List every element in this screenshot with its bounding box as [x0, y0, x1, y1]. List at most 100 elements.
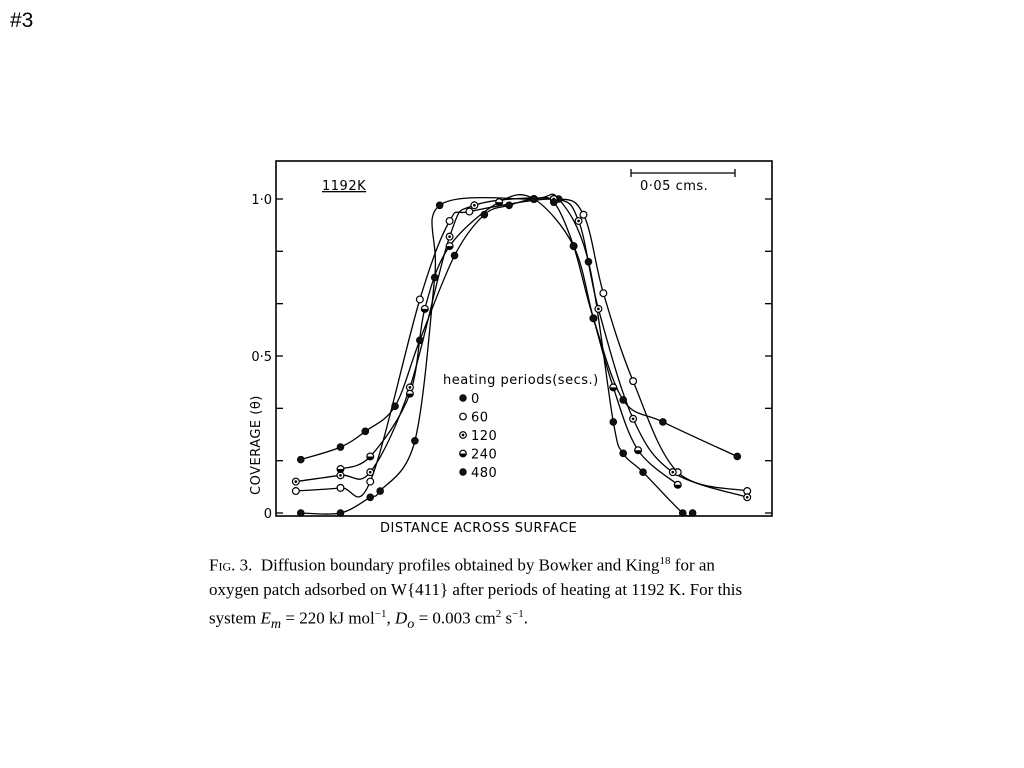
do-unit: s	[501, 608, 513, 628]
caption-text-1-end: for an	[670, 555, 715, 575]
do-separator: ,	[386, 608, 395, 628]
data-point-240	[366, 452, 375, 461]
data-point-120	[366, 468, 375, 477]
data-point-120	[574, 216, 583, 225]
data-point-60	[579, 210, 588, 219]
data-point-480	[296, 455, 305, 464]
caption-text-1: Diffusion boundary profiles obtained by …	[260, 555, 660, 575]
data-point-480	[659, 418, 667, 426]
data-point-240	[609, 383, 618, 392]
data-point-120	[470, 201, 479, 210]
data-point-240	[405, 389, 414, 398]
data-point-480	[416, 336, 424, 345]
series-points	[291, 194, 752, 517]
data-point-60	[629, 377, 638, 386]
data-point-0	[435, 201, 444, 210]
data-point-480	[569, 242, 578, 250]
data-point-0	[688, 509, 697, 517]
data-point-480	[450, 251, 459, 260]
em-subscript: m	[270, 615, 282, 632]
data-point-240	[495, 198, 504, 207]
legend-label-240: 240	[471, 448, 497, 463]
data-point-480	[391, 402, 399, 411]
legend-marker-480	[459, 468, 467, 476]
data-point-240	[420, 304, 429, 313]
caption-line-3: system Em = 220 kJ mol−1, Do = 0.003 cm2…	[209, 602, 829, 636]
y-tick-label: 0·5	[251, 350, 272, 365]
series-line-0	[300, 193, 693, 517]
data-point-0	[336, 509, 345, 517]
data-point-0	[678, 509, 687, 517]
data-point-0	[619, 449, 628, 458]
caption-reference: 18	[659, 555, 671, 567]
data-point-60	[291, 487, 300, 496]
data-point-60	[366, 477, 375, 486]
legend-marker-0	[459, 394, 467, 402]
do-exponent-1: 2	[495, 607, 502, 620]
data-point-240	[445, 242, 454, 251]
y-tick-label: 0	[264, 507, 272, 522]
data-point-0	[639, 468, 647, 476]
data-point-240	[634, 446, 643, 455]
do-subscript: o	[407, 615, 415, 632]
series-curves	[295, 193, 748, 517]
data-point-60	[465, 207, 474, 216]
data-point-60	[599, 289, 608, 298]
data-point-0	[430, 273, 439, 282]
data-point-480	[336, 443, 345, 451]
caption-line-2: oxygen patch adsorbed on W{411} after pe…	[209, 579, 743, 599]
legend-label-0: 0	[471, 392, 480, 407]
series-line-60	[295, 198, 748, 498]
do-value: = 0.003 cm	[414, 608, 496, 628]
data-point-60	[445, 216, 454, 225]
panel-label: 1192K	[322, 179, 366, 194]
data-point-0	[584, 258, 593, 266]
data-point-120	[594, 304, 603, 313]
data-point-480	[589, 314, 598, 323]
y-tick-label: 1·0	[251, 193, 272, 208]
scale-bar-label: 0·05 cms.	[640, 179, 708, 194]
caption-fig-label: Fig. 3.	[209, 555, 253, 575]
legend-marker-60	[459, 412, 467, 421]
plot-frame	[275, 160, 773, 517]
data-point-480	[480, 210, 489, 219]
slide-number: #3	[10, 9, 34, 32]
data-point-0	[296, 509, 305, 517]
data-point-240	[673, 480, 682, 489]
em-value: = 220 kJ mol	[281, 608, 375, 628]
data-point-240	[336, 465, 345, 474]
series-line-480	[300, 196, 738, 461]
data-point-480	[619, 396, 628, 404]
series-line-120	[295, 197, 748, 498]
data-point-0	[366, 493, 375, 502]
legend-marker-120	[459, 431, 467, 439]
data-point-480	[733, 452, 742, 461]
do-symbol: D	[394, 608, 408, 628]
y-axis-ticks	[276, 198, 772, 514]
data-point-0	[376, 487, 384, 495]
legend-label-60: 60	[471, 411, 489, 426]
caption-text-3: system	[209, 608, 261, 628]
legend: heating periods(secs.) 0 60 120 240 480	[443, 373, 599, 481]
legend-label-120: 120	[471, 429, 497, 444]
series-line-240	[340, 194, 679, 486]
data-point-0	[411, 436, 419, 445]
scale-bar: 0·05 cms.	[630, 169, 736, 194]
caption-end: .	[523, 608, 529, 628]
data-point-480	[505, 201, 513, 210]
y-axis-label: COVERAGE (θ)	[249, 395, 264, 495]
data-point-120	[743, 493, 752, 502]
legend-title: heating periods(secs.)	[443, 373, 599, 388]
data-point-120	[629, 414, 638, 423]
em-exponent: −1	[374, 607, 387, 620]
data-point-60	[415, 295, 424, 304]
data-point-480	[530, 195, 538, 203]
data-point-0	[609, 418, 618, 426]
data-point-480	[361, 427, 370, 436]
caption-line-1: Fig. 3. Diffusion boundary profiles obta…	[209, 549, 829, 578]
x-axis-label: DISTANCE ACROSS SURFACE	[380, 521, 577, 536]
data-point-120	[668, 468, 677, 477]
em-symbol: E	[260, 608, 271, 628]
chart-svg: 0 0·5 1·0 heating periods(secs.) 0 60 120 240 4…	[249, 160, 773, 536]
data-point-480	[549, 198, 558, 206]
